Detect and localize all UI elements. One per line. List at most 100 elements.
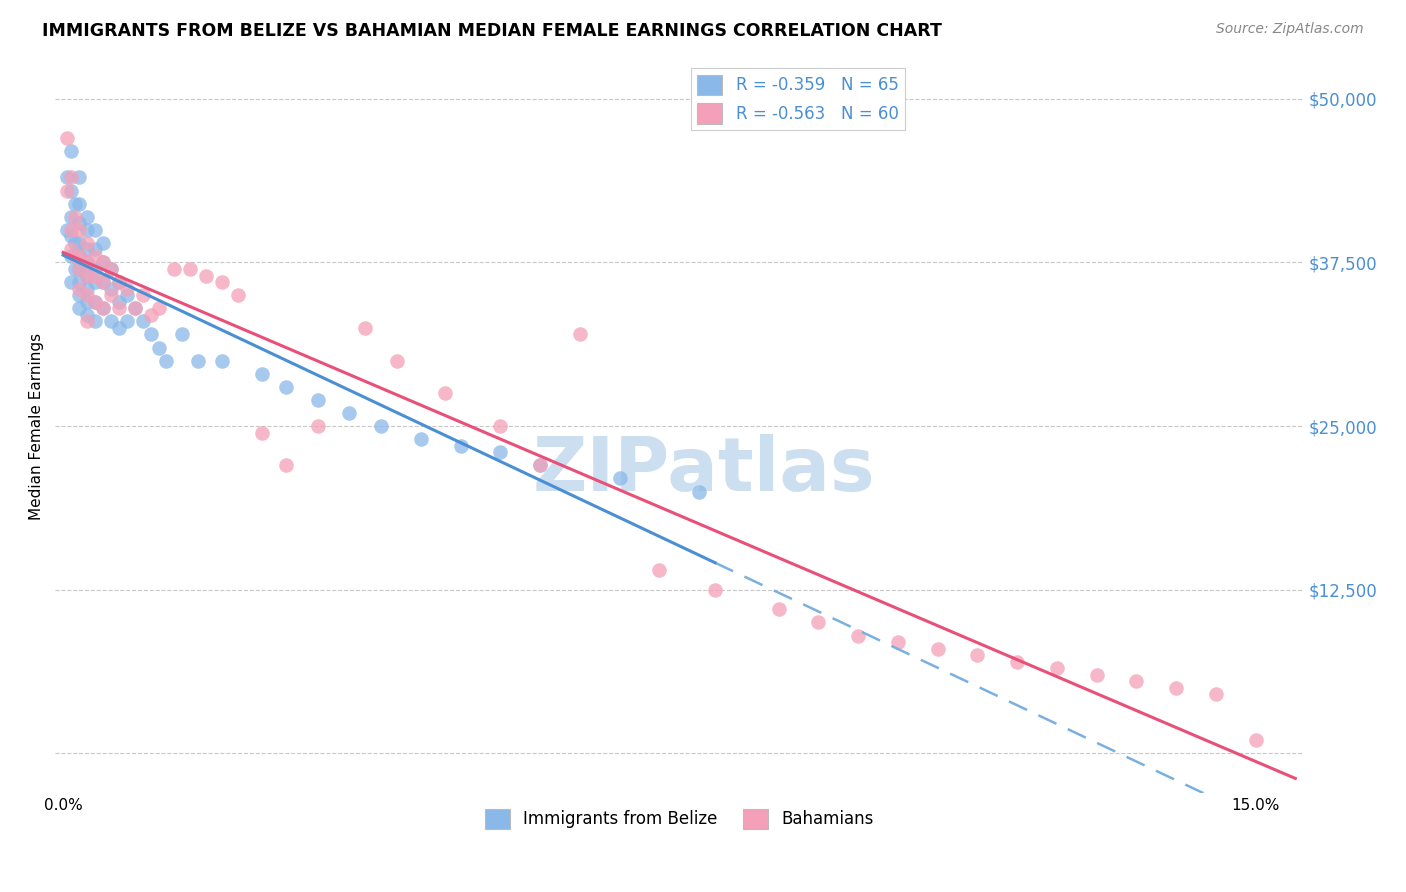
- Point: [76, 255, 98, 269]
- Point: [76, 243, 98, 257]
- Point: [887, 635, 910, 649]
- Point: [115, 314, 138, 328]
- Point: [67, 223, 90, 237]
- Point: [100, 288, 122, 302]
- Point: [529, 458, 551, 473]
- Point: [370, 419, 392, 434]
- Text: ZIPatlas: ZIPatlas: [533, 434, 876, 507]
- Point: [807, 615, 830, 630]
- Point: [211, 275, 233, 289]
- Point: [76, 282, 98, 296]
- Point: [107, 294, 129, 309]
- Point: [100, 262, 122, 277]
- Point: [60, 249, 83, 263]
- Point: [966, 648, 988, 663]
- Point: [1046, 661, 1069, 675]
- Point: [195, 268, 218, 283]
- Point: [250, 367, 273, 381]
- Point: [76, 314, 98, 328]
- Point: [60, 145, 83, 159]
- Point: [67, 249, 90, 263]
- Point: [76, 294, 98, 309]
- Legend: Immigrants from Belize, Bahamians: Immigrants from Belize, Bahamians: [478, 802, 880, 836]
- Point: [56, 170, 79, 185]
- Point: [60, 210, 83, 224]
- Point: [131, 288, 153, 302]
- Point: [84, 314, 107, 328]
- Point: [67, 170, 90, 185]
- Point: [163, 262, 186, 277]
- Point: [84, 249, 107, 263]
- Point: [67, 301, 90, 316]
- Point: [67, 216, 90, 230]
- Point: [76, 235, 98, 250]
- Point: [148, 301, 170, 316]
- Point: [226, 288, 249, 302]
- Point: [76, 268, 98, 283]
- Point: [139, 327, 162, 342]
- Point: [67, 262, 90, 277]
- Point: [139, 308, 162, 322]
- Point: [76, 288, 98, 302]
- Point: [63, 235, 86, 250]
- Point: [409, 432, 432, 446]
- Point: [56, 223, 79, 237]
- Point: [63, 210, 86, 224]
- Point: [211, 353, 233, 368]
- Point: [1166, 681, 1188, 695]
- Point: [56, 184, 79, 198]
- Point: [60, 229, 83, 244]
- Point: [100, 262, 122, 277]
- Point: [84, 275, 107, 289]
- Point: [568, 327, 591, 342]
- Point: [124, 301, 146, 316]
- Point: [67, 249, 90, 263]
- Point: [63, 196, 86, 211]
- Point: [274, 380, 297, 394]
- Point: [76, 255, 98, 269]
- Point: [91, 255, 114, 269]
- Point: [84, 294, 107, 309]
- Point: [91, 301, 114, 316]
- Point: [609, 471, 631, 485]
- Point: [131, 314, 153, 328]
- Point: [337, 406, 360, 420]
- Point: [489, 419, 512, 434]
- Point: [354, 321, 377, 335]
- Point: [529, 458, 551, 473]
- Point: [115, 288, 138, 302]
- Point: [489, 445, 512, 459]
- Point: [60, 223, 83, 237]
- Point: [927, 641, 949, 656]
- Point: [76, 308, 98, 322]
- Point: [63, 262, 86, 277]
- Point: [688, 484, 710, 499]
- Point: [124, 301, 146, 316]
- Point: [1005, 655, 1028, 669]
- Point: [67, 235, 90, 250]
- Point: [84, 268, 107, 283]
- Point: [100, 282, 122, 296]
- Point: [115, 282, 138, 296]
- Point: [307, 419, 329, 434]
- Point: [60, 243, 83, 257]
- Point: [67, 275, 90, 289]
- Text: Source: ZipAtlas.com: Source: ZipAtlas.com: [1216, 22, 1364, 37]
- Point: [91, 275, 114, 289]
- Point: [60, 170, 83, 185]
- Point: [56, 131, 79, 145]
- Point: [1244, 733, 1267, 747]
- Point: [179, 262, 201, 277]
- Point: [84, 262, 107, 277]
- Point: [450, 439, 472, 453]
- Point: [148, 341, 170, 355]
- Point: [67, 262, 90, 277]
- Point: [60, 275, 83, 289]
- Point: [768, 602, 790, 616]
- Point: [307, 392, 329, 407]
- Point: [107, 275, 129, 289]
- Point: [1205, 688, 1227, 702]
- Point: [107, 321, 129, 335]
- Point: [1085, 668, 1108, 682]
- Point: [91, 255, 114, 269]
